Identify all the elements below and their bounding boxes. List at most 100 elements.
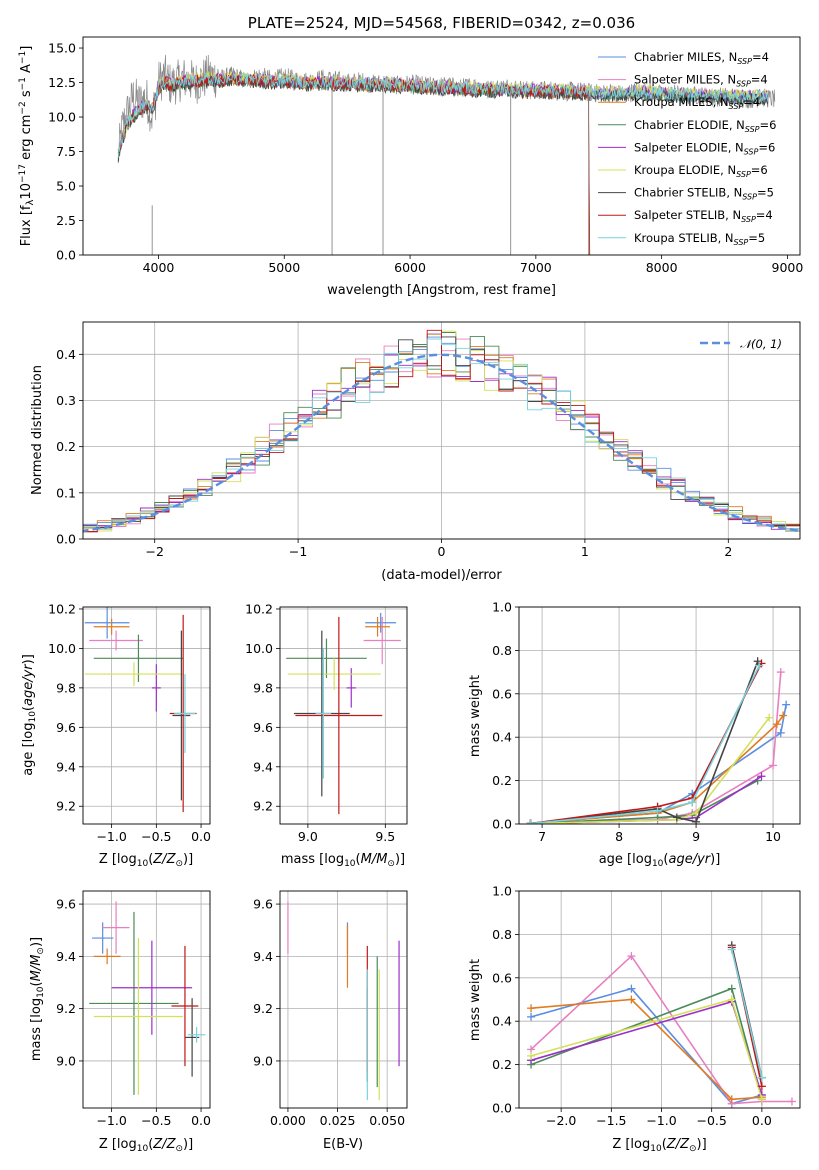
y-tick-label: 9.2 bbox=[56, 799, 76, 814]
axis-label: Z [log10(Z/Z⊙)] bbox=[99, 1137, 193, 1154]
y-tick-label: 9.2 bbox=[253, 1001, 273, 1016]
y-tick-label: 0.4 bbox=[56, 347, 76, 362]
x-tick-label: −2 bbox=[145, 544, 163, 559]
x-tick-label: 9.5 bbox=[375, 829, 395, 844]
spectrum-model-line bbox=[117, 74, 591, 255]
y-tick-label: 0.6 bbox=[492, 686, 512, 701]
plot-area-residuals bbox=[83, 329, 800, 536]
y-tick-label: 0.0 bbox=[492, 1101, 512, 1116]
y-tick-label: 10.2 bbox=[245, 601, 273, 616]
weight-line bbox=[530, 665, 760, 824]
axis-label: E(B-V) bbox=[323, 1137, 363, 1152]
x-tick-label: 0.0 bbox=[752, 1113, 772, 1128]
axes-age_vs_mass: 9.0 9.5 9.2 9.4 9.6 9.8 10.0 10.2 bbox=[245, 601, 408, 844]
y-tick-label: 1.0 bbox=[492, 884, 512, 899]
weight-line bbox=[530, 704, 787, 824]
weight-line bbox=[530, 717, 770, 824]
y-tick-label: 0.0 bbox=[492, 817, 512, 832]
x-tick-label: −1 bbox=[289, 544, 307, 559]
x-tick-label: 7 bbox=[538, 829, 546, 844]
axes-weight_vs_Z: −2.0 −1.5 −1.0 −0.5 0.0 0.0 0.2 0.4 0.6 0.8 1.0 bbox=[492, 884, 801, 1128]
y-tick-label: 15.0 bbox=[48, 41, 76, 56]
legend-label: Kroupa STELIB, NSSP=5 bbox=[634, 231, 765, 247]
legend-label: Salpeter STELIB, NSSP=4 bbox=[634, 208, 773, 224]
legend-label: 𝒩(0, 1) bbox=[740, 337, 782, 351]
y-tick-label: 0.6 bbox=[492, 970, 512, 985]
x-tick-label: −0.5 bbox=[141, 829, 171, 844]
axis-label: mass [log10(M/M⊙)] bbox=[29, 937, 46, 1061]
legend-label: Chabrier MILES, NSSP=4 bbox=[634, 50, 769, 66]
spectrum-model-line bbox=[117, 71, 769, 158]
axes-spectrum: 4000 5000 6000 7000 8000 9000 0.0 2.5 5.0 7.5 10.0… bbox=[48, 36, 803, 275]
y-tick-label: 10.2 bbox=[48, 601, 76, 616]
axes-age_vs_Z: −1.0 −0.5 0.0 9.2 9.4 9.6 9.8 10.0 10.2 bbox=[48, 601, 211, 844]
y-tick-label: 10.0 bbox=[48, 641, 76, 656]
y-tick-label: 0.4 bbox=[492, 730, 512, 745]
plot-area-weight_vs_Z bbox=[527, 941, 796, 1108]
plot-area-weight_vs_age bbox=[526, 657, 791, 824]
weight-line bbox=[731, 949, 763, 1078]
x-tick-label: 6000 bbox=[394, 260, 426, 275]
y-tick-label: 9.2 bbox=[56, 1001, 76, 1016]
histogram-step bbox=[83, 338, 800, 534]
y-tick-label: 2.5 bbox=[56, 213, 76, 228]
y-tick-label: 9.6 bbox=[253, 897, 273, 912]
axis-label: mass weight bbox=[468, 675, 483, 757]
y-tick-label: 0.8 bbox=[492, 643, 512, 658]
y-tick-label: 9.8 bbox=[253, 680, 273, 695]
y-tick-label: 9.4 bbox=[56, 759, 76, 774]
plot-area-spectrum bbox=[117, 54, 776, 255]
y-tick-label: 0.0 bbox=[56, 532, 76, 547]
y-tick-label: 0.8 bbox=[492, 927, 512, 942]
axes-frame bbox=[82, 321, 801, 540]
plot-area-mass_vs_ebv bbox=[287, 901, 400, 1101]
plot-area-mass_vs_Z bbox=[89, 901, 206, 1095]
x-tick-label: −2.0 bbox=[546, 1113, 576, 1128]
y-tick-label: 0.3 bbox=[56, 393, 76, 408]
legend-label: Salpeter ELODIE, NSSP=6 bbox=[634, 140, 775, 156]
y-tick-label: 10.0 bbox=[48, 110, 76, 125]
x-tick-label: 10 bbox=[765, 829, 781, 844]
x-tick-label: −1.0 bbox=[646, 1113, 676, 1128]
axes-mass_vs_Z: −1.0 −0.5 0.0 9.0 9.2 9.4 9.6 bbox=[56, 890, 211, 1128]
y-tick-label: 7.5 bbox=[56, 144, 76, 159]
legend-label: Kroupa ELODIE, NSSP=6 bbox=[634, 163, 768, 179]
y-tick-label: 0.4 bbox=[492, 1014, 512, 1029]
y-tick-label: 9.6 bbox=[253, 720, 273, 735]
axes-frame bbox=[279, 606, 408, 825]
axes-residuals: −2 −1 0 1 2 0.0 0.1 0.2 0.3 0.4 bbox=[56, 321, 801, 559]
x-tick-label: 0.000 bbox=[270, 1113, 306, 1128]
y-tick-label: 9.0 bbox=[253, 1053, 273, 1068]
weight-line bbox=[530, 672, 782, 824]
axes-frame bbox=[518, 606, 801, 825]
y-tick-label: 10.0 bbox=[245, 641, 273, 656]
y-tick-label: 0.0 bbox=[56, 248, 76, 263]
x-tick-label: 0 bbox=[438, 544, 446, 559]
x-tick-label: 8 bbox=[615, 829, 623, 844]
x-tick-label: 0.050 bbox=[369, 1113, 405, 1128]
axis-label: Z [log10(Z/Z⊙)] bbox=[612, 1137, 706, 1154]
x-tick-label: −1.0 bbox=[96, 1113, 126, 1128]
axis-label: Normed distribution bbox=[30, 365, 45, 495]
x-tick-label: 9.0 bbox=[298, 829, 318, 844]
y-tick-label: 9.2 bbox=[253, 799, 273, 814]
legend-label: Salpeter MILES, NSSP=4 bbox=[634, 73, 768, 89]
axis-label: Z [log10(Z/Z⊙)] bbox=[99, 852, 193, 869]
axes-frame bbox=[82, 890, 211, 1109]
plot-area-age_vs_mass bbox=[286, 612, 401, 815]
axes-frame bbox=[518, 890, 801, 1109]
legend-label: Chabrier ELODIE, NSSP=6 bbox=[634, 118, 776, 134]
y-tick-label: 0.2 bbox=[492, 1057, 512, 1072]
y-tick-label: 0.2 bbox=[56, 439, 76, 454]
axis-label: age [log10(age/yr)] bbox=[599, 852, 721, 869]
y-tick-label: 9.0 bbox=[56, 1053, 76, 1068]
chart-title: PLATE=2524, MJD=54568, FIBERID=0342, z=0… bbox=[248, 14, 635, 32]
x-tick-label: −1.0 bbox=[96, 829, 126, 844]
weight-line bbox=[530, 775, 762, 824]
axes-frame bbox=[279, 890, 408, 1109]
y-tick-label: 0.1 bbox=[56, 485, 76, 500]
axes-mass_vs_ebv: 0.000 0.025 0.050 9.0 9.2 9.4 9.6 bbox=[253, 890, 408, 1128]
weight-line bbox=[530, 1000, 763, 1096]
axis-label: Flux [fλ10−17 erg cm−2 s−1 A−1] bbox=[18, 46, 36, 247]
